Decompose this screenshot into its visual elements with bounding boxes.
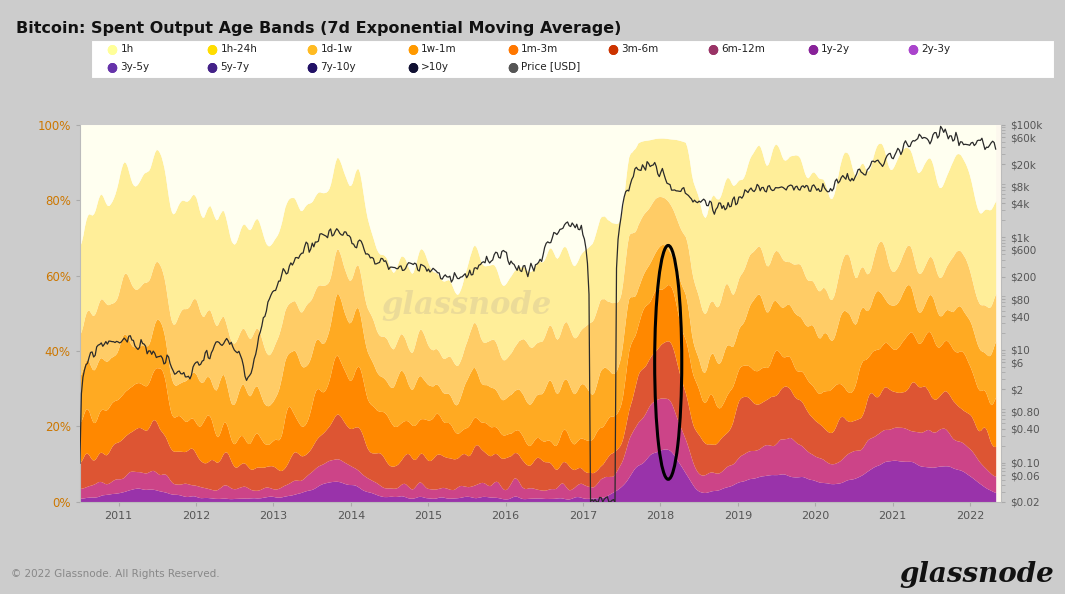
- Text: 7y-10y: 7y-10y: [321, 62, 356, 71]
- Text: 1m-3m: 1m-3m: [521, 44, 558, 53]
- Text: 2y-3y: 2y-3y: [921, 44, 950, 53]
- Text: ●: ●: [707, 42, 718, 55]
- Text: Price [USD]: Price [USD]: [521, 62, 580, 71]
- Text: 1h: 1h: [120, 44, 133, 53]
- Text: ●: ●: [106, 60, 117, 73]
- Text: ●: ●: [807, 42, 818, 55]
- Text: ●: ●: [507, 42, 518, 55]
- Text: 3y-5y: 3y-5y: [120, 62, 149, 71]
- Text: ●: ●: [307, 60, 317, 73]
- Text: 1d-1w: 1d-1w: [321, 44, 353, 53]
- Text: ●: ●: [807, 42, 818, 55]
- Text: ●: ●: [106, 60, 117, 73]
- Text: 6m-12m: 6m-12m: [721, 44, 765, 53]
- Text: 1h-24h: 1h-24h: [220, 44, 258, 53]
- Text: 1y-2y: 1y-2y: [821, 44, 850, 53]
- Text: >10y: >10y: [421, 62, 448, 71]
- Text: Price [USD]: Price [USD]: [521, 62, 580, 71]
- Text: ●: ●: [407, 42, 417, 55]
- Text: ●: ●: [907, 42, 918, 55]
- Text: ●: ●: [307, 42, 317, 55]
- Text: 1h: 1h: [120, 44, 133, 53]
- Text: ●: ●: [307, 42, 317, 55]
- Text: 1w-1m: 1w-1m: [421, 44, 456, 53]
- Text: 3m-6m: 3m-6m: [621, 44, 658, 53]
- Text: glassnode: glassnode: [381, 290, 552, 321]
- Text: ●: ●: [507, 60, 518, 73]
- Text: 5y-7y: 5y-7y: [220, 62, 249, 71]
- Text: >10y: >10y: [421, 62, 448, 71]
- Text: ●: ●: [607, 42, 618, 55]
- Text: ●: ●: [106, 42, 117, 55]
- Text: ●: ●: [607, 42, 618, 55]
- Text: ●: ●: [407, 42, 417, 55]
- Text: 3m-6m: 3m-6m: [621, 44, 658, 53]
- Text: 1w-1m: 1w-1m: [421, 44, 456, 53]
- Text: © 2022 Glassnode. All Rights Reserved.: © 2022 Glassnode. All Rights Reserved.: [11, 569, 219, 579]
- Text: ●: ●: [907, 42, 918, 55]
- Text: ●: ●: [106, 42, 117, 55]
- Text: ●: ●: [207, 60, 217, 73]
- Text: ●: ●: [207, 60, 217, 73]
- Text: glassnode: glassnode: [900, 561, 1054, 588]
- Text: ●: ●: [407, 60, 417, 73]
- Text: 1d-1w: 1d-1w: [321, 44, 353, 53]
- Text: 1m-3m: 1m-3m: [521, 44, 558, 53]
- Text: ●: ●: [507, 42, 518, 55]
- Text: 7y-10y: 7y-10y: [321, 62, 356, 71]
- Text: ●: ●: [307, 60, 317, 73]
- Text: 1y-2y: 1y-2y: [821, 44, 850, 53]
- Text: 5y-7y: 5y-7y: [220, 62, 249, 71]
- Text: ●: ●: [707, 42, 718, 55]
- Text: ●: ●: [407, 60, 417, 73]
- Text: 6m-12m: 6m-12m: [721, 44, 765, 53]
- Text: ●: ●: [207, 42, 217, 55]
- Text: 2y-3y: 2y-3y: [921, 44, 950, 53]
- Text: ●: ●: [507, 60, 518, 73]
- Text: Bitcoin: Spent Output Age Bands (7d Exponential Moving Average): Bitcoin: Spent Output Age Bands (7d Expo…: [16, 21, 621, 36]
- Text: 1h-24h: 1h-24h: [220, 44, 258, 53]
- Text: 3y-5y: 3y-5y: [120, 62, 149, 71]
- Text: ●: ●: [207, 42, 217, 55]
